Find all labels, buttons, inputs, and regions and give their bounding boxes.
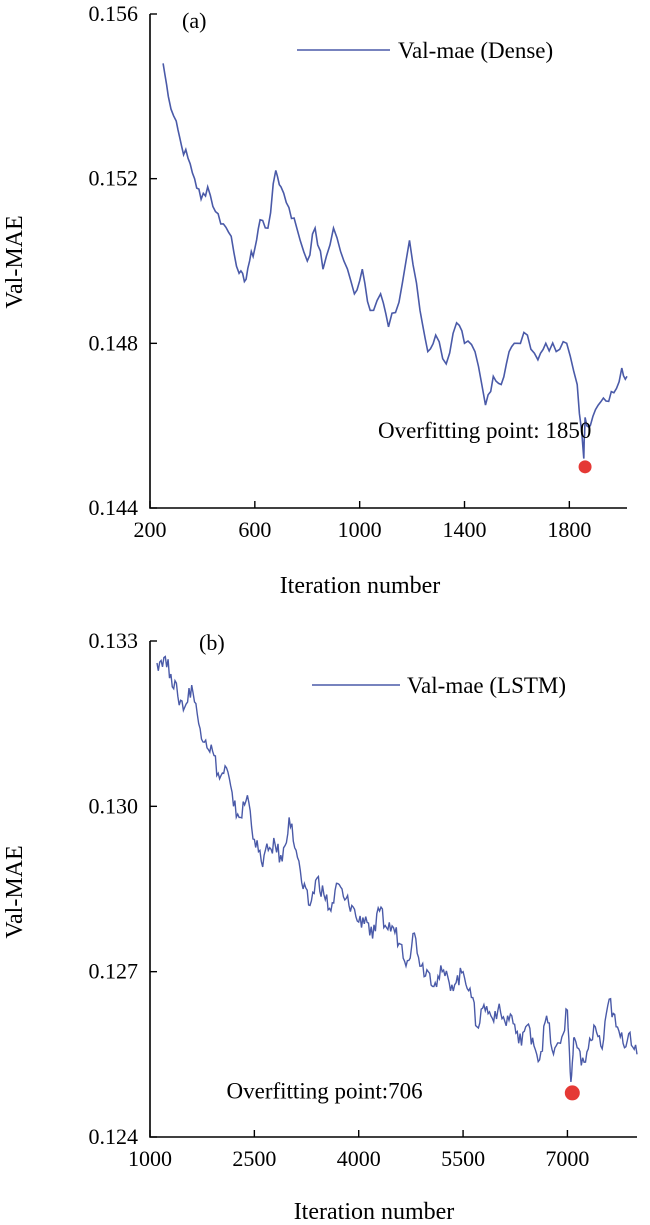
panel-a-y-tick-label: 0.144 [89,495,139,520]
panel-a-label: (a) [182,8,206,33]
panel-a-y-ticks: 0.144 0.148 0.152 0.156 [89,1,157,520]
panel-a-x-tick-label: 1800 [547,517,591,542]
panel-b-series-line [156,655,638,1082]
panel-b-x-tick-label: 1000 [128,1146,172,1171]
panel-b-x-tick-label: 2500 [232,1146,276,1171]
panel-a-ylabel: Val-MAE [2,215,28,308]
panel-b-y-tick-label: 0.133 [89,628,139,653]
panel-b-ylabel: Val-MAE [2,845,28,938]
panel-b-x-tick-label: 4000 [337,1146,381,1171]
panel-a-x-tick-label: 1400 [443,517,487,542]
panel-a-x-tick-label: 600 [238,517,271,542]
panel-b: (b) Val-MAE Iteration number 0.1240.1270… [2,628,638,1225]
panel-b-xlabel: Iteration number [294,1199,455,1225]
panel-a-axes [149,14,627,509]
panel-a: (a) Val-MAE Iteration number 0.1440.1480… [2,1,628,599]
panel-b-legend-label: Val-mae (LSTM) [407,673,566,698]
panel-a-x-tick-label: 200 [134,517,167,542]
panel-a-y-tick-label: 0.148 [89,330,139,355]
panel-b-x-ticks: 1000 2500 4000 5500 7000 [128,1130,589,1171]
panel-a-legend-label: Val-mae (Dense) [398,38,553,63]
panel-a-x-ticks: 200 600 1000 1400 1800 [134,501,591,542]
panel-b-overfit-annotation: Overfitting point:706 [227,1078,423,1103]
panel-b-x-tick-label: 5500 [441,1146,485,1171]
panel-a-y-tick-label: 0.152 [89,166,139,191]
panel-b-x-tick-label: 7000 [545,1146,589,1171]
panel-b-overfit-marker [564,1085,580,1101]
panel-a-series-line [162,63,628,459]
panel-b-y-ticks: 0.124 0.127 0.130 0.133 [89,628,157,1149]
panel-a-overfit-annotation: Overfitting point: 1850 [378,418,591,443]
panel-b-y-tick-label: 0.127 [89,959,139,984]
panel-b-axes [149,641,637,1138]
panel-a-overfit-marker [578,460,592,474]
panel-a-y-tick-label: 0.156 [89,1,139,26]
panel-a-x-tick-label: 1000 [338,517,382,542]
panel-b-y-tick-label: 0.130 [89,793,139,818]
panel-a-xlabel: Iteration number [280,573,441,599]
panel-b-label: (b) [199,630,225,655]
panel-b-y-tick-label: 0.124 [89,1124,139,1149]
